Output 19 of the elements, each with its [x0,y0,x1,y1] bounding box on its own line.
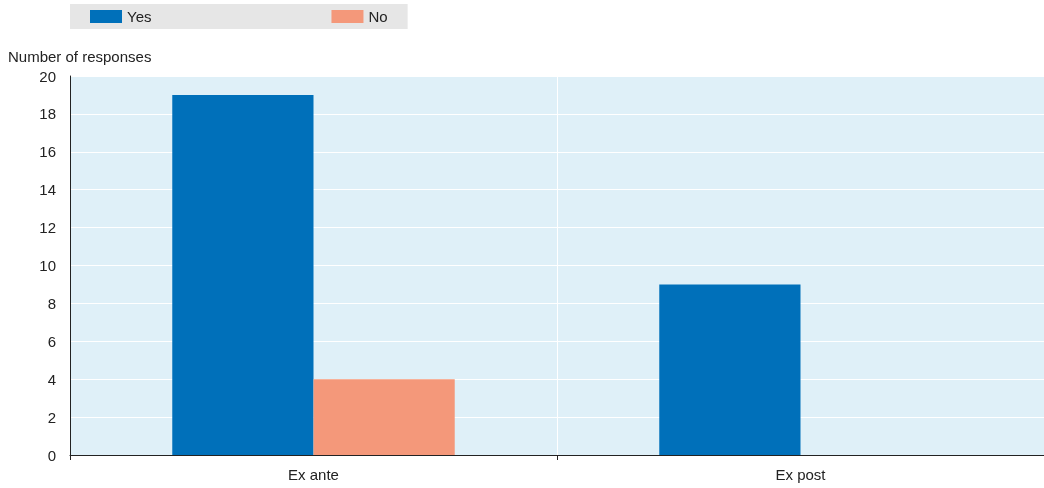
legend-label: No [368,8,388,25]
y-tick-label: 14 [39,181,56,199]
bar [659,284,801,455]
y-tick-label: 4 [47,370,56,388]
y-tick-label: 18 [39,105,56,123]
y-tick-label: 8 [47,294,56,312]
y-tick-label: 10 [39,257,56,274]
x-tick-label: Ex ante [288,466,339,483]
y-axis-title: Number of responses [8,48,152,65]
x-tick-label: Ex post [775,466,827,483]
y-tick-label: 0 [47,446,56,464]
legend-label: Yes [127,8,152,25]
bar [172,94,314,455]
bar [313,379,455,455]
y-tick-label: 12 [39,219,56,237]
y-tick-label: 16 [39,143,56,161]
y-tick-label: 20 [39,67,56,85]
y-tick-label: 2 [47,408,56,426]
y-tick-label: 6 [47,332,56,350]
